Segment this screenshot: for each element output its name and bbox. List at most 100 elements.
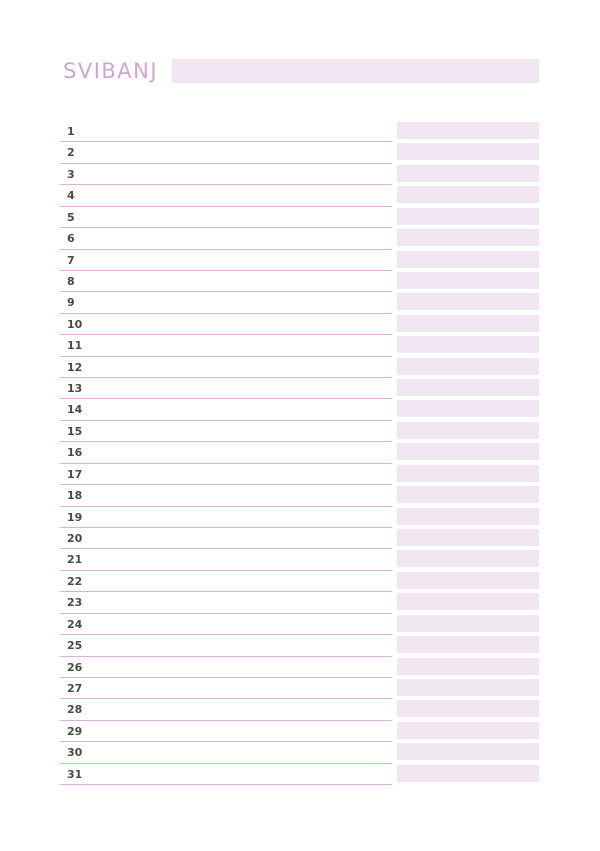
day-note-field	[397, 764, 539, 782]
day-note-field	[397, 614, 539, 632]
day-writing-line	[60, 655, 392, 657]
day-number: 14	[67, 403, 83, 417]
day-row: 23	[60, 592, 540, 614]
day-note-field	[397, 229, 539, 247]
day-writing-line	[60, 291, 392, 293]
day-writing-line	[60, 591, 392, 593]
day-row: 16	[60, 442, 540, 464]
day-number: 27	[67, 681, 83, 695]
day-row: 2	[60, 142, 540, 164]
day-note-field	[397, 636, 539, 654]
day-row: 3	[60, 164, 540, 186]
day-row: 11	[60, 335, 540, 357]
day-row: 17	[60, 464, 540, 486]
day-note-field	[397, 657, 539, 675]
day-number: 25	[67, 639, 83, 653]
day-number: 2	[67, 146, 75, 160]
day-writing-line	[60, 227, 392, 229]
day-row: 20	[60, 528, 540, 550]
day-note-field	[397, 271, 539, 289]
day-row: 22	[60, 571, 540, 593]
day-writing-line	[60, 141, 392, 143]
day-number: 23	[67, 596, 83, 610]
day-note-field	[397, 743, 539, 761]
day-note-field	[397, 250, 539, 268]
day-row: 4	[60, 185, 540, 207]
day-writing-line	[60, 398, 392, 400]
day-note-field	[397, 529, 539, 547]
day-writing-line	[60, 462, 392, 464]
day-writing-line	[60, 377, 392, 379]
day-note-field	[397, 143, 539, 161]
day-writing-line	[60, 676, 392, 678]
day-number: 7	[67, 253, 75, 267]
day-note-field	[397, 207, 539, 225]
day-row: 14	[60, 399, 540, 421]
day-number: 4	[67, 189, 75, 203]
day-writing-line	[60, 355, 392, 357]
day-note-field	[397, 314, 539, 332]
day-row: 28	[60, 699, 540, 721]
day-writing-line	[60, 162, 392, 164]
day-row: 30	[60, 742, 540, 764]
day-note-field	[397, 421, 539, 439]
day-number: 15	[67, 424, 83, 438]
day-number: 9	[67, 296, 75, 310]
day-row: 26	[60, 657, 540, 678]
title-band	[172, 59, 539, 83]
day-row: 12	[60, 357, 540, 379]
day-number: 20	[67, 532, 83, 546]
day-number: 16	[67, 446, 83, 460]
day-note-field	[397, 164, 539, 182]
day-writing-line	[60, 419, 392, 421]
day-writing-line	[60, 784, 392, 786]
day-number: 11	[67, 339, 83, 353]
day-note-field	[397, 486, 539, 504]
day-writing-line	[60, 248, 392, 250]
day-note-field	[397, 507, 539, 525]
day-row: 18	[60, 485, 540, 507]
day-writing-line	[60, 441, 392, 443]
day-writing-line	[60, 505, 392, 507]
day-number: 30	[67, 746, 83, 760]
day-note-field	[397, 400, 539, 418]
day-list: 1 2 3 4 5 6 7 8 9 10 11 12 13 14 15 16 17 18 19 20 21 22 23 24 2…	[60, 121, 540, 786]
day-note-field	[397, 593, 539, 611]
day-note-field	[397, 721, 539, 739]
day-number: 24	[67, 617, 83, 631]
day-writing-line	[60, 184, 392, 186]
day-number: 21	[67, 553, 83, 567]
day-number: 6	[67, 232, 75, 246]
day-note-field	[397, 379, 539, 397]
day-number: 18	[67, 489, 83, 503]
day-note-field	[397, 678, 539, 696]
day-note-field	[397, 464, 539, 482]
day-note-field	[397, 122, 539, 139]
day-number: 26	[67, 660, 83, 674]
day-number: 17	[67, 467, 83, 481]
day-number: 1	[67, 125, 75, 138]
day-writing-line	[60, 569, 392, 571]
day-writing-line	[60, 762, 392, 764]
month-header: SVIBANJ	[62, 58, 539, 84]
day-row: 25	[60, 635, 540, 657]
day-row: 5	[60, 207, 540, 229]
day-number: 13	[67, 382, 83, 396]
day-number: 31	[67, 767, 83, 781]
day-note-field	[397, 293, 539, 311]
day-row: 21	[60, 549, 540, 571]
day-note-field	[397, 550, 539, 568]
day-row: 9	[60, 292, 540, 314]
day-number: 8	[67, 274, 75, 288]
day-row: 24	[60, 614, 540, 636]
day-writing-line	[60, 741, 392, 743]
day-writing-line	[60, 334, 392, 336]
day-row: 6	[60, 228, 540, 250]
day-number: 29	[67, 724, 83, 738]
day-note-field	[397, 700, 539, 718]
day-writing-line	[60, 612, 392, 614]
day-note-field	[397, 336, 539, 354]
day-number: 28	[67, 703, 83, 717]
day-writing-line	[60, 484, 392, 486]
day-note-field	[397, 357, 539, 375]
